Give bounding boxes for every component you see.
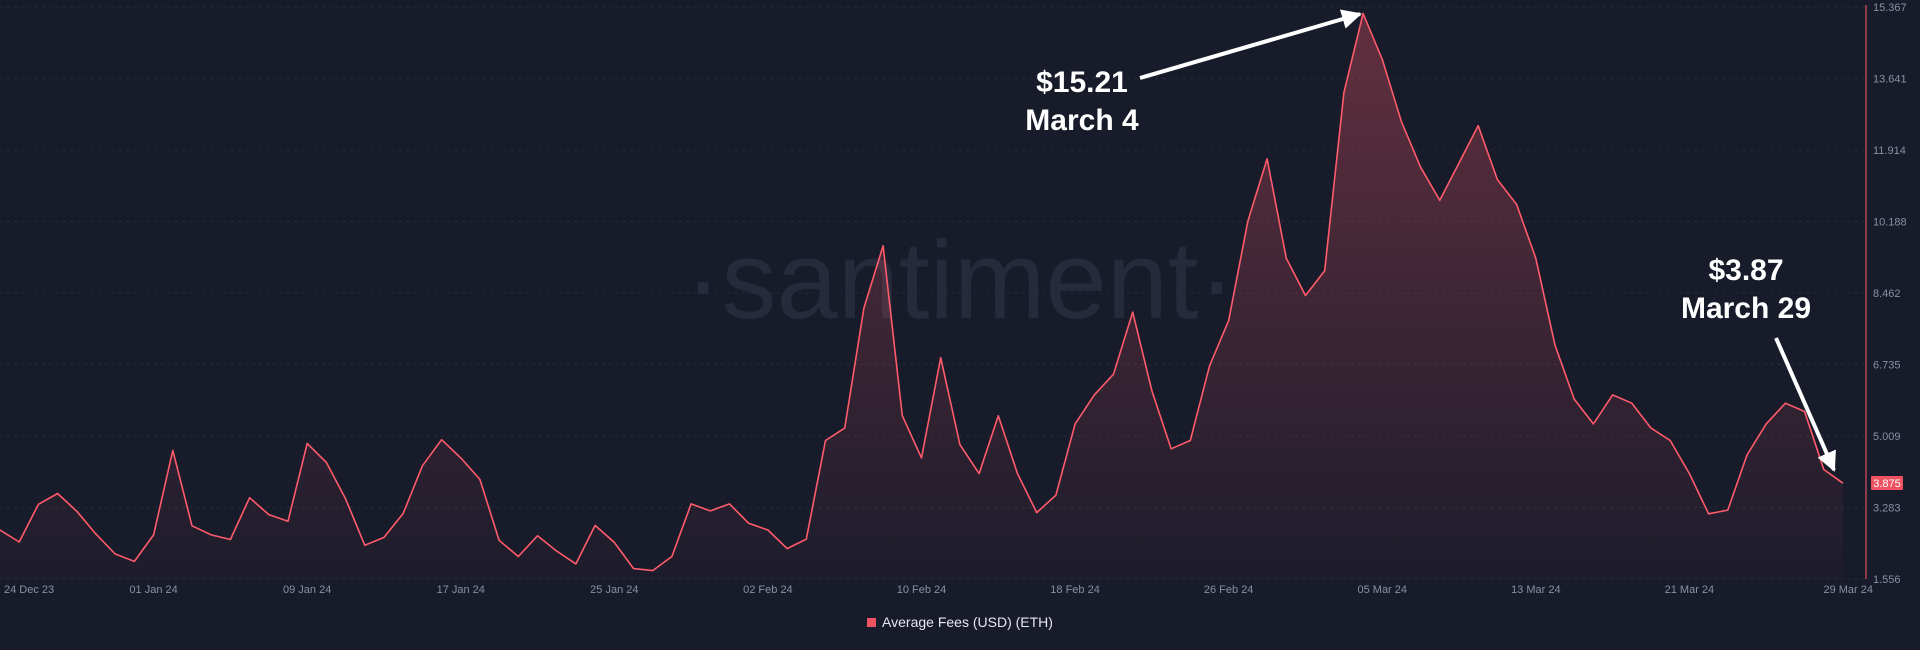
y-tick-label: 1.556 [1873, 574, 1901, 586]
x-tick-label: 13 Mar 24 [1511, 584, 1561, 596]
legend-swatch [867, 618, 877, 627]
x-tick-label: 25 Jan 24 [590, 584, 638, 596]
x-axis: 24 Dec 23 01 Jan 24 09 Jan 24 17 Jan 24 25 J… [4, 584, 1873, 596]
y-tick-label: 10.188 [1873, 216, 1907, 228]
legend: Average Fees (USD) (ETH) [0, 614, 1920, 630]
series-line [0, 12, 1844, 572]
y-tick-label: 11.914 [1873, 145, 1906, 157]
current-annotation: $3.87 March 29 [1681, 254, 1836, 472]
peak-date-label: March 4 [1025, 104, 1139, 137]
x-tick-label: 01 Jan 24 [129, 584, 177, 596]
x-tick-label: 10 Feb 24 [897, 584, 947, 596]
y-tick-label: 6.735 [1873, 360, 1901, 372]
x-tick-label: 29 Mar 24 [1823, 584, 1873, 596]
current-value-label: 3.875 [1873, 478, 1901, 490]
x-tick-label: 02 Feb 24 [743, 584, 793, 596]
y-tick-label: 15.367 [1873, 2, 1907, 14]
x-tick-label: 21 Mar 24 [1665, 584, 1715, 596]
peak-annotation: $15.21 March 4 [1025, 9, 1362, 137]
y-tick-label: 13.641 [1873, 73, 1907, 85]
x-tick-label: 05 Mar 24 [1357, 584, 1407, 596]
current-value-badge-bg [1871, 475, 1903, 490]
y-tick-label: 8.462 [1873, 288, 1901, 300]
current-date-annot: March 29 [1681, 292, 1811, 325]
y-tick-label: 5.009 [1873, 431, 1901, 443]
peak-value-label: $15.21 [1036, 66, 1128, 99]
y-axis: 15.367 13.641 11.914 10.188 8.462 6.735 5.009 3… [1873, 2, 1907, 586]
current-value-badge: 3.875 [1871, 475, 1903, 490]
y-tick-label: 3.283 [1873, 502, 1901, 514]
x-tick-label: 26 Feb 24 [1204, 584, 1254, 596]
legend-label: Average Fees (USD) (ETH) [882, 614, 1053, 630]
x-tick-label: 09 Jan 24 [283, 584, 331, 596]
peak-arrow [1139, 9, 1362, 80]
current-arrow [1774, 337, 1836, 472]
x-tick-label: 17 Jan 24 [437, 584, 485, 596]
current-value-annot: $3.87 [1708, 254, 1783, 287]
series-area [0, 13, 1843, 579]
x-tick-label: 24 Dec 23 [4, 584, 54, 596]
watermark: ·santiment· [685, 219, 1235, 342]
x-tick-label: 18 Feb 24 [1050, 584, 1100, 596]
